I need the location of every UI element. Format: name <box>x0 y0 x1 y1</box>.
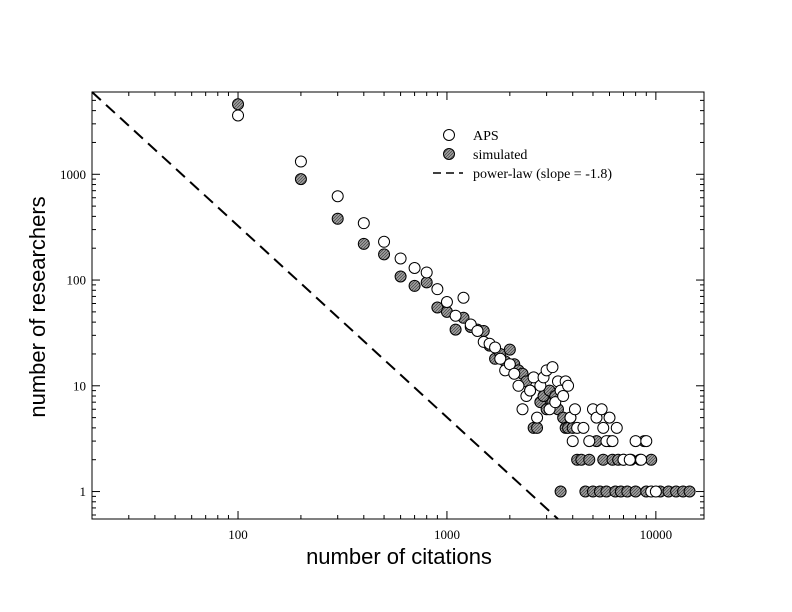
aps-point <box>408 261 421 274</box>
legend-label-aps: APS <box>473 129 499 144</box>
aps-point <box>294 155 307 168</box>
aps-point <box>471 324 484 337</box>
y-axis-label: number of researchers <box>25 196 50 417</box>
y-tick-label: 100 <box>67 273 87 288</box>
aps-point <box>549 396 562 409</box>
aps-point <box>489 341 502 354</box>
simulated-point <box>554 485 567 498</box>
aps-point <box>595 403 608 416</box>
aps-point <box>649 485 662 498</box>
simulated-point <box>583 453 596 466</box>
legend-label-simulated: simulated <box>473 148 527 163</box>
aps-point <box>640 435 653 448</box>
aps-point <box>603 411 616 424</box>
simulated-point <box>531 421 544 434</box>
y-tick-label: 10 <box>73 378 86 393</box>
aps-point <box>566 435 579 448</box>
aps-point <box>512 379 525 392</box>
aps-point <box>524 384 537 397</box>
aps-point <box>232 109 245 122</box>
aps-point <box>577 421 590 434</box>
legend-marker-aps <box>443 129 455 141</box>
aps-point <box>531 411 544 424</box>
y-axis-ticks <box>92 91 704 516</box>
x-axis-tick-labels: 100 1000 10000 <box>228 527 672 542</box>
aps-point <box>610 421 623 434</box>
legend: APS simulated power-law (slope = -1.8) <box>433 129 612 182</box>
aps-point <box>546 361 559 374</box>
simulated-point <box>503 343 516 356</box>
x-tick-label: 10000 <box>640 527 673 542</box>
aps-point <box>583 435 596 448</box>
aps-point <box>568 403 581 416</box>
simulated-point <box>683 485 696 498</box>
aps-point <box>357 217 370 230</box>
x-axis-ticks <box>91 92 657 519</box>
aps-point <box>562 379 575 392</box>
plot-frame <box>91 91 705 520</box>
simulated-point <box>331 212 344 225</box>
simulated-point <box>629 485 642 498</box>
aps-point <box>606 435 619 448</box>
legend-marker-simulated <box>443 148 455 160</box>
legend-label-power-law: power-law (slope = -1.8) <box>473 167 612 182</box>
simulated-point <box>645 453 658 466</box>
simulated-point <box>357 237 370 250</box>
power-law-line <box>91 91 559 520</box>
aps-point <box>635 453 648 466</box>
simulated-point <box>378 248 391 261</box>
aps-point <box>378 235 391 248</box>
y-tick-label: 1 <box>80 484 87 499</box>
y-tick-label: 1000 <box>60 167 86 182</box>
aps-point <box>431 283 444 296</box>
aps-point <box>557 390 570 403</box>
x-tick-label: 1000 <box>434 527 460 542</box>
data-series-layer <box>91 91 696 520</box>
simulated-point <box>394 270 407 283</box>
aps-point <box>629 435 642 448</box>
aps-point <box>494 352 507 365</box>
x-axis-label: number of citations <box>306 544 492 569</box>
simulated-point <box>232 98 245 111</box>
x-tick-label: 100 <box>228 527 248 542</box>
aps-point <box>420 266 433 279</box>
aps-point <box>394 252 407 265</box>
aps-point <box>623 453 636 466</box>
aps-point <box>508 367 521 380</box>
simulated-point <box>449 323 462 336</box>
aps-point <box>516 403 529 416</box>
aps-point <box>440 295 453 308</box>
aps-point <box>331 190 344 203</box>
simulated-point <box>420 276 433 289</box>
y-axis-tick-labels: 1 10 100 1000 <box>60 167 86 499</box>
simulated-point <box>294 173 307 186</box>
aps-point <box>457 291 470 304</box>
simulated-point <box>408 279 421 292</box>
aps-point <box>449 309 462 322</box>
aps-point <box>597 421 610 434</box>
